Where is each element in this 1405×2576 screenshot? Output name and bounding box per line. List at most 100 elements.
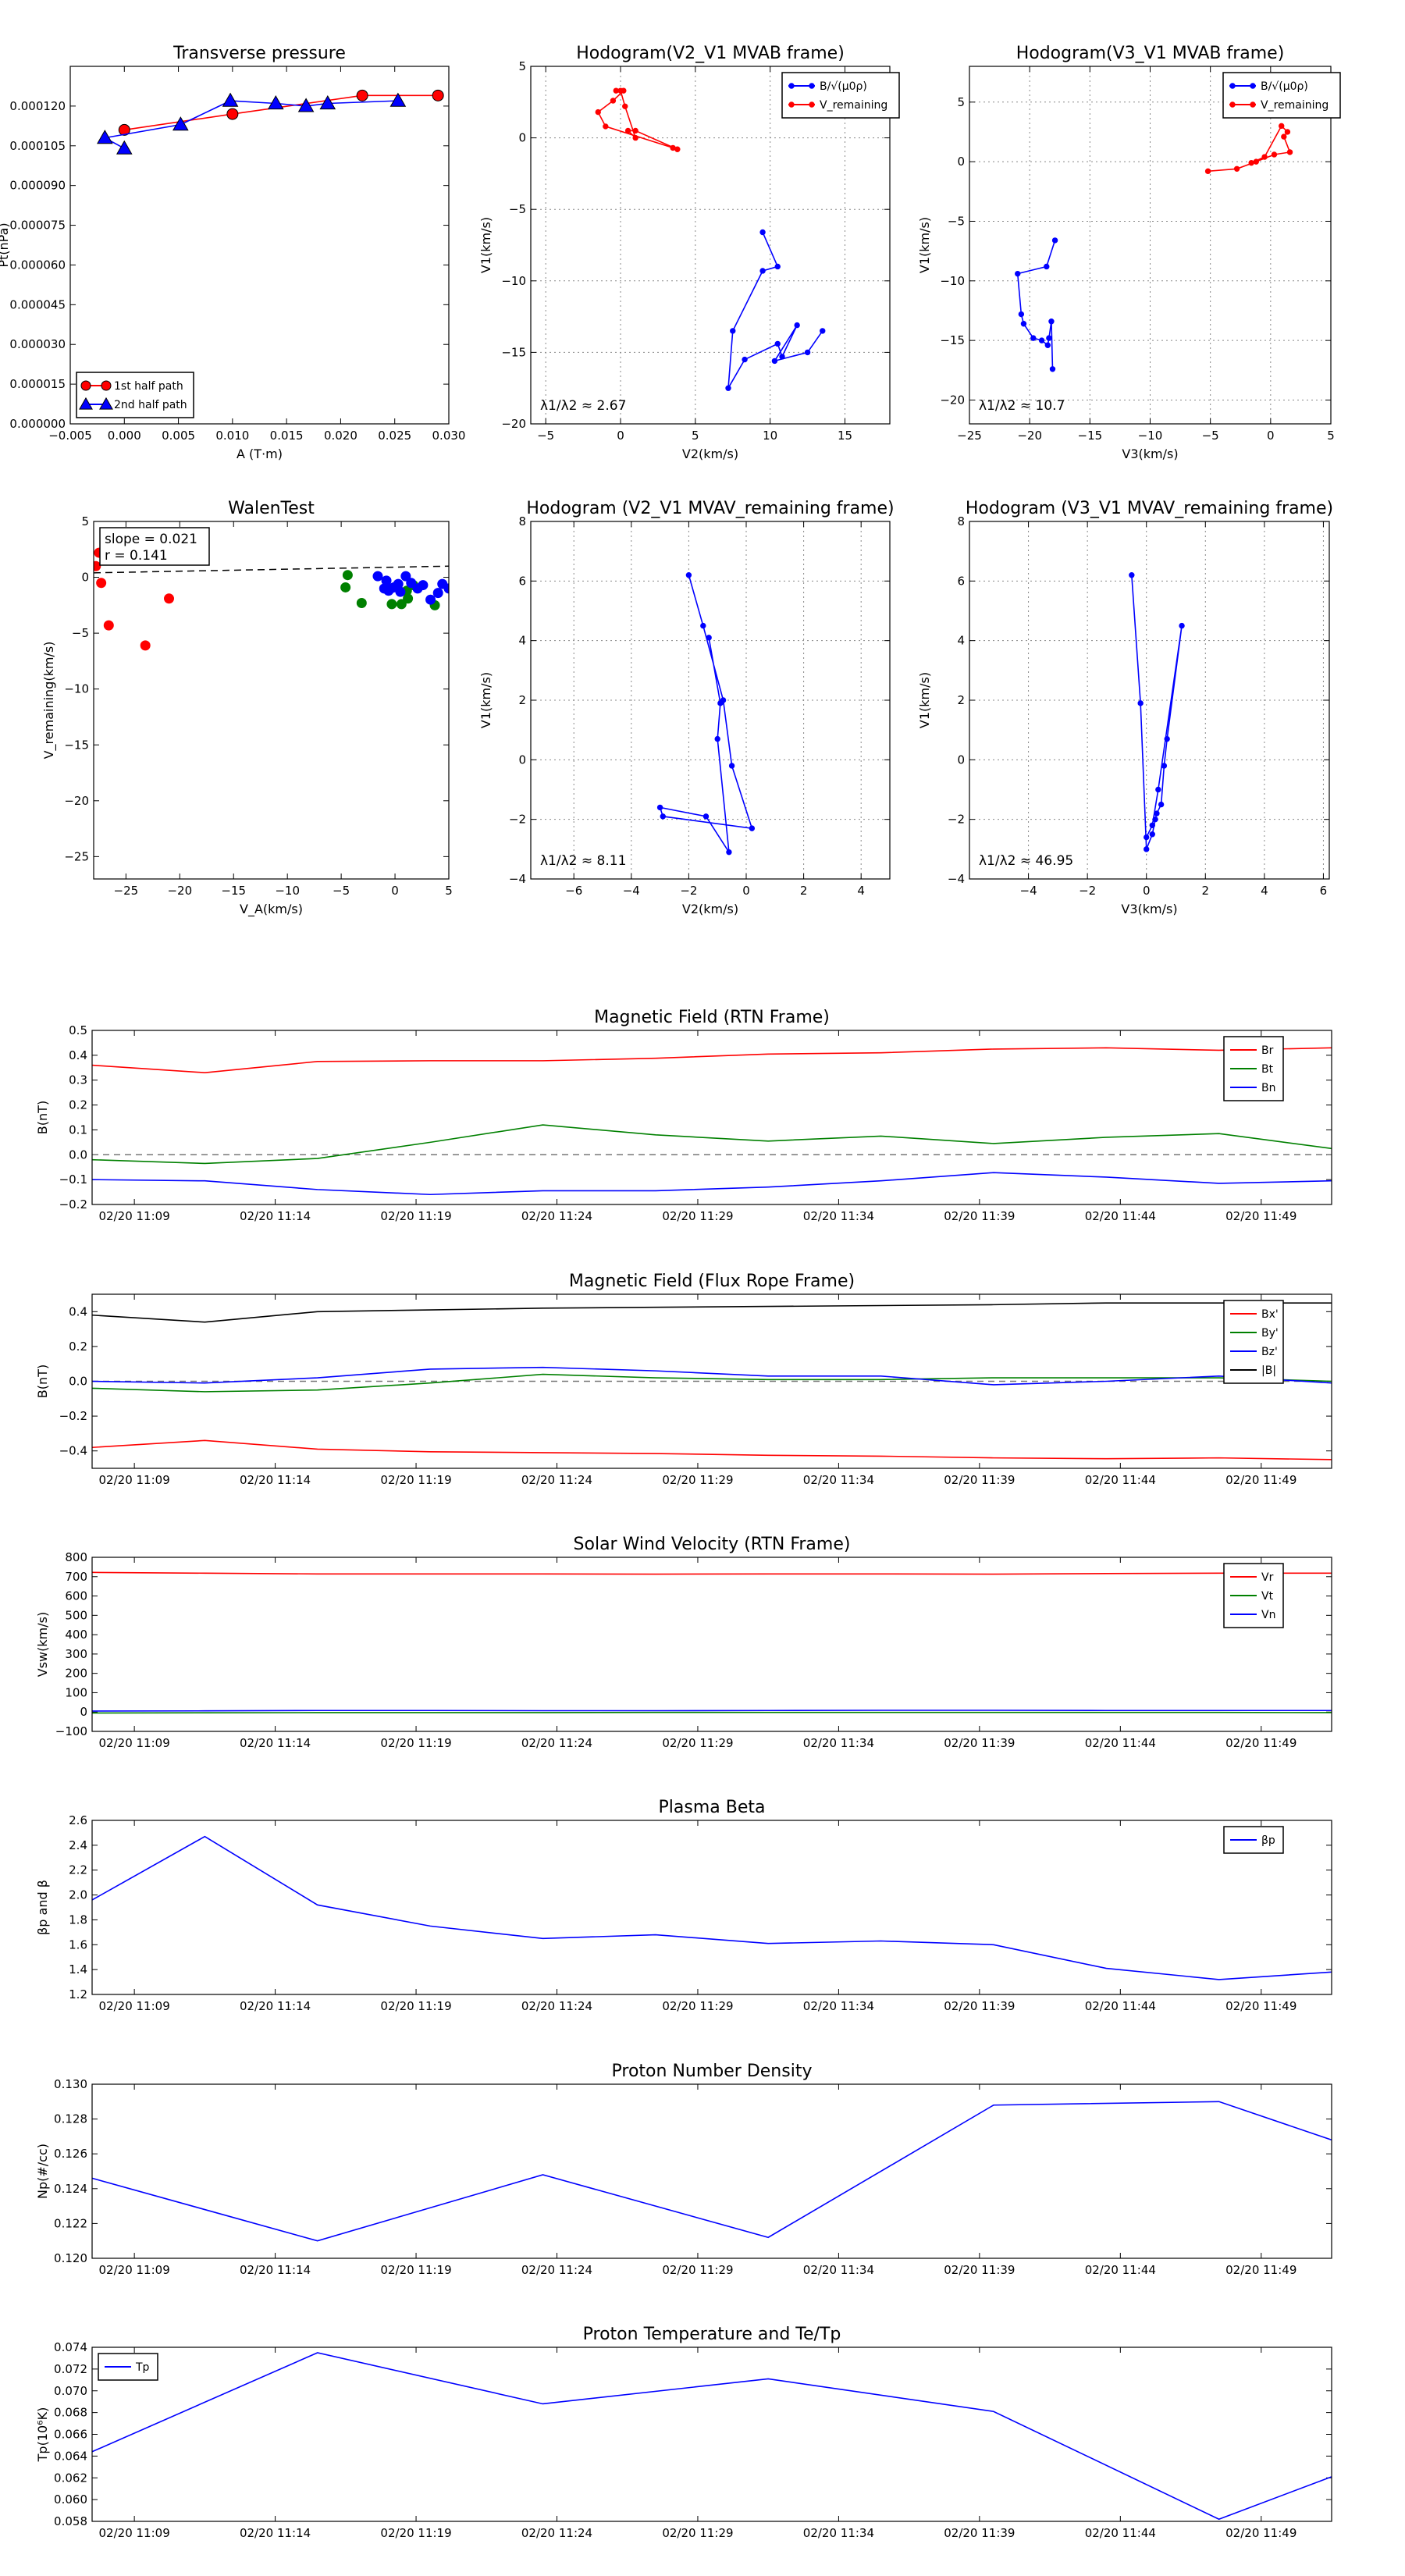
plot-frame: [91, 1293, 1332, 1469]
scatter-point: [406, 578, 417, 589]
x-tick-label: 02/20 11:44: [1085, 2263, 1156, 2277]
x-tick-label: 02/20 11:39: [944, 1999, 1015, 2013]
y-tick-label: 0.000015: [9, 377, 66, 391]
x-tick-label: 02/20 11:49: [1225, 1999, 1297, 2013]
chart-title: Plasma Beta: [659, 1798, 766, 1817]
plot-frame: [91, 1030, 1332, 1205]
data-layer: [1129, 572, 1185, 852]
x-tick-label: 02/20 11:14: [240, 2263, 311, 2277]
x-tick-label: 02/20 11:49: [1225, 1736, 1297, 1750]
chart-title: Proton Number Density: [612, 2062, 813, 2081]
y-tick-label: 0.4: [69, 1048, 87, 1062]
x-tick-label: 02/20 11:14: [240, 1999, 311, 2013]
scatter-point: [94, 560, 101, 571]
y-tick-label: 200: [65, 1667, 87, 1681]
legend-label: 1st half path: [114, 380, 183, 393]
x-tick-label: 02/20 11:34: [803, 1999, 874, 2013]
series-b-0--point: [774, 263, 781, 270]
chart-title: Solar Wind Velocity (RTN Frame): [574, 1535, 851, 1554]
x-tick-label: 02/20 11:09: [99, 2263, 170, 2277]
y-tick-label: 0.000090: [9, 179, 66, 193]
series-0-point: [700, 622, 706, 629]
y-tick-label: 0.000045: [9, 297, 66, 311]
legend-marker: [809, 101, 815, 108]
series-v-remaining-point: [1281, 133, 1287, 140]
legend-label: V_remaining: [820, 99, 887, 112]
x-tick-label: 02/20 11:34: [803, 2526, 874, 2540]
scatter-point: [425, 594, 436, 605]
x-tick-label: 0: [1267, 429, 1275, 443]
chart-hodo-v2-mvab: −5 0 5 10 15 −20 −15 −10 −5 0 5 Hodogram(V2_V1 MVAB…: [478, 44, 900, 461]
ticks: 02/20 11:09 02/20 11:14 02/20 11:19 02/20 1…: [55, 1550, 1332, 1750]
chart-mag-fr: 02/20 11:09 02/20 11:14 02/20 11:19 02/20 1…: [35, 1272, 1332, 1487]
series-0-point: [660, 813, 666, 820]
x-tick-label: 02/20 11:14: [240, 1473, 311, 1487]
series-2nd-half-path-point: [173, 116, 189, 131]
legend-marker: [1229, 83, 1236, 89]
legend: Tp: [98, 2353, 158, 2381]
series-0-point: [1144, 834, 1150, 841]
y-tick-label: 2: [518, 693, 526, 707]
series-b-0--point: [804, 349, 811, 356]
series-2nd-half-path-point: [267, 95, 284, 110]
legend: Vr Vt Vn: [1223, 1563, 1284, 1628]
x-tick-label: −5: [1202, 429, 1219, 443]
x-tick-label: 02/20 11:39: [944, 2263, 1015, 2277]
y-tick-label: 0: [957, 753, 965, 767]
x-tick-label: 02/20 11:44: [1085, 1736, 1156, 1750]
y-tick-label: 0.070: [54, 2384, 87, 2398]
data-layer: [97, 89, 444, 155]
legend-label: Vn: [1261, 1609, 1275, 1621]
y-tick-label: −5: [948, 214, 965, 228]
legend-label: Vt: [1261, 1590, 1274, 1603]
legend-marker: [788, 101, 795, 108]
series-v-remaining-point: [622, 103, 628, 109]
series-0-point: [706, 635, 712, 641]
series-v-remaining-point: [1279, 123, 1285, 130]
y-tick-label: 0.064: [54, 2449, 87, 2463]
x-tick-label: 02/20 11:49: [1225, 1473, 1297, 1487]
chart-title: Hodogram(V3_V1 MVAB frame): [1016, 44, 1285, 63]
scatter-point: [400, 571, 411, 582]
y-tick-label: −0.1: [59, 1172, 87, 1187]
y-tick-label: 1.8: [69, 1912, 87, 1927]
scatter-point: [372, 571, 383, 582]
y-tick-label: 2.2: [69, 1863, 87, 1877]
series-1st-half-path-point: [356, 89, 368, 101]
legend: βp: [1223, 1826, 1284, 1854]
legend: Br Bt Bn: [1223, 1036, 1284, 1101]
chart-temp: 02/20 11:09 02/20 11:14 02/20 11:19 02/20 1…: [35, 2325, 1332, 2540]
chart-vsw: 02/20 11:09 02/20 11:14 02/20 11:19 02/20 1…: [35, 1535, 1332, 1750]
slope-text: slope = 0.021: [105, 532, 197, 547]
series-vr-line: [92, 1571, 1332, 1575]
y-tick-label: 0.000060: [9, 258, 66, 272]
x-tick-label: −2: [1079, 884, 1096, 898]
x-tick-label: 0.000: [108, 429, 141, 443]
x-tick-label: 02/20 11:09: [99, 1999, 170, 2013]
series-b-0--point: [1018, 311, 1025, 318]
series-bz--line: [92, 1366, 1332, 1386]
series-v-remaining-point: [1284, 129, 1291, 135]
legend-label: Tp: [135, 2361, 150, 2374]
series-v-remaining-point: [617, 87, 624, 94]
chart-title: Proton Temperature and Te/Tp: [583, 2325, 841, 2344]
series-2nd-half-path-point: [222, 92, 239, 107]
x-axis-label: V_A(km/s): [240, 902, 303, 917]
chart-walen: −25 −20 −15 −10 −5 0 5 −25 −20 −15 −10 −5 0 5 WalenTes…: [41, 499, 453, 917]
chart-hodo-v3-mvab: −25 −20 −15 −10 −5 0 5 −20 −15 −10 −5 0 5 Hodogram(V3…: [917, 44, 1341, 461]
y-tick-label: 6: [957, 574, 965, 588]
series-0-point: [1152, 816, 1158, 823]
y-tick-label: −20: [940, 393, 965, 407]
x-tick-label: 02/20 11:29: [662, 1209, 733, 1223]
series-b-0--point: [779, 354, 785, 360]
y-tick-label: −15: [940, 333, 965, 347]
series-v-remaining-point: [1286, 149, 1293, 155]
y-axis-label: Vsw(km/s): [35, 1612, 50, 1677]
scatter-point: [103, 620, 114, 631]
chart-title: Hodogram (V2_V1 MVAV_remaining frame): [526, 499, 894, 518]
y-tick-label: 0.2: [69, 1340, 87, 1354]
y-axis-label: B(nT): [35, 1101, 50, 1134]
series-b-0--point: [794, 322, 800, 329]
y-tick-label: −25: [64, 849, 89, 863]
series-b-0--point: [1046, 335, 1052, 341]
